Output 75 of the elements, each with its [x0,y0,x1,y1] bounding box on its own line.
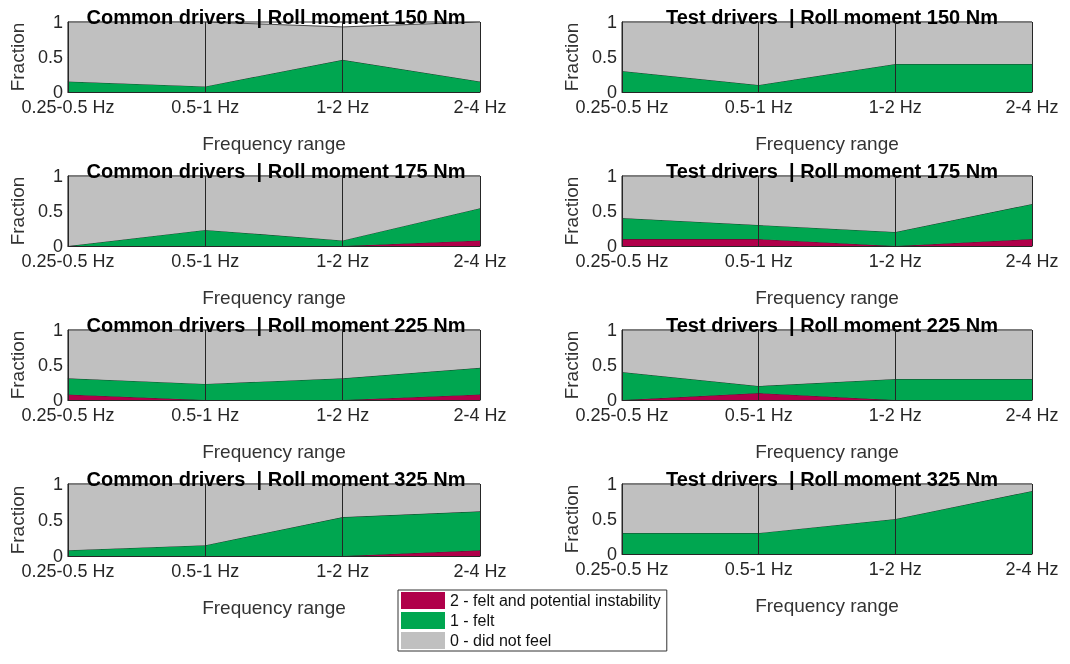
x-axis-title: Frequency range [202,441,346,462]
y-tick-label: 1 [52,166,63,186]
x-tick-label: 1-2 Hz [316,561,370,581]
x-tick-label: 2-4 Hz [1005,559,1059,579]
x-tick-label: 2-4 Hz [1005,251,1059,271]
x-axis-title: Frequency range [202,287,346,308]
x-tick-label: 2-4 Hz [453,405,507,425]
x-tick-label: 0.25-0.5 Hz [575,559,669,579]
x-tick-label: 0.25-0.5 Hz [575,405,669,425]
x-axis-title: Frequency range [755,595,899,616]
chart-title: Test drivers | Roll moment 150 Nm [666,6,998,28]
y-tick-label: 1 [606,166,617,186]
chart-title: Common drivers | Roll moment 175 Nm [86,160,466,182]
y-axis-title: Fraction [7,22,28,92]
y-tick-label: 0.5 [37,355,63,375]
chart-title: Test drivers | Roll moment 175 Nm [666,160,998,182]
y-tick-label: 1 [606,12,617,32]
legend-label: 2 - felt and potential instability [450,592,661,609]
x-tick-label: 0.5-1 Hz [724,559,793,579]
x-tick-label: 0.5-1 Hz [171,97,240,117]
y-axis-title: Fraction [561,330,583,400]
y-tick-label: 1 [606,474,617,494]
x-tick-label: 1-2 Hz [868,559,922,579]
x-tick-label: 0.25-0.5 Hz [21,97,115,117]
y-tick-label: 0.5 [591,47,617,67]
y-axis-title: Fraction [561,176,583,246]
x-tick-label: 0.25-0.5 Hz [575,97,669,117]
y-tick-label: 1 [52,320,63,340]
x-axis-title: Frequency range [202,597,346,618]
y-tick-label: 0.5 [37,201,63,221]
y-axis-title: Fraction [561,22,583,92]
y-axis-title: Fraction [7,485,28,555]
x-axis-title: Frequency range [755,441,899,462]
x-tick-label: 1-2 Hz [316,405,370,425]
x-tick-label: 0.5-1 Hz [724,405,793,425]
x-axis-title: Frequency range [202,133,346,154]
x-tick-label: 0.5-1 Hz [171,251,240,271]
x-tick-label: 0.5-1 Hz [724,251,793,271]
y-tick-label: 0.5 [37,47,63,67]
x-tick-label: 0.25-0.5 Hz [21,251,115,271]
x-tick-label: 0.25-0.5 Hz [21,561,115,581]
x-tick-label: 1-2 Hz [316,251,370,271]
x-tick-label: 2-4 Hz [453,97,507,117]
y-tick-label: 1 [606,320,617,340]
x-tick-label: 0.25-0.5 Hz [575,251,669,271]
x-axis-title: Frequency range [755,133,899,154]
x-axis-title: Frequency range [755,287,899,308]
chart-title: Common drivers | Roll moment 225 Nm [86,314,466,336]
x-tick-label: 2-4 Hz [453,251,507,271]
y-tick-label: 0.5 [591,509,617,529]
chart-title: Common drivers | Roll moment 325 Nm [86,468,466,490]
chart-title: Test drivers | Roll moment 325 Nm [666,468,998,490]
legend-label: 1 - felt [450,612,496,629]
x-tick-label: 2-4 Hz [1005,97,1059,117]
y-axis-title: Fraction [561,484,583,554]
y-tick-label: 1 [52,12,63,32]
x-tick-label: 2-4 Hz [453,561,507,581]
x-tick-label: 0.25-0.5 Hz [21,405,115,425]
x-tick-label: 0.5-1 Hz [724,97,793,117]
y-tick-label: 0.5 [37,510,63,530]
x-tick-label: 1-2 Hz [868,97,922,117]
chart-title: Common drivers | Roll moment 150 Nm [86,6,466,28]
y-tick-label: 1 [52,474,63,494]
legend-label: 0 - did not feel [450,632,552,649]
x-tick-label: 2-4 Hz [1005,405,1059,425]
y-tick-label: 0.5 [591,355,617,375]
x-tick-label: 0.5-1 Hz [171,561,240,581]
chart-title: Test drivers | Roll moment 225 Nm [666,314,998,336]
y-axis-title: Fraction [7,330,28,400]
x-tick-label: 1-2 Hz [316,97,370,117]
x-tick-label: 0.5-1 Hz [171,405,240,425]
x-tick-label: 1-2 Hz [868,405,922,425]
y-tick-label: 0.5 [591,201,617,221]
x-tick-label: 1-2 Hz [868,251,922,271]
y-axis-title: Fraction [7,176,28,246]
